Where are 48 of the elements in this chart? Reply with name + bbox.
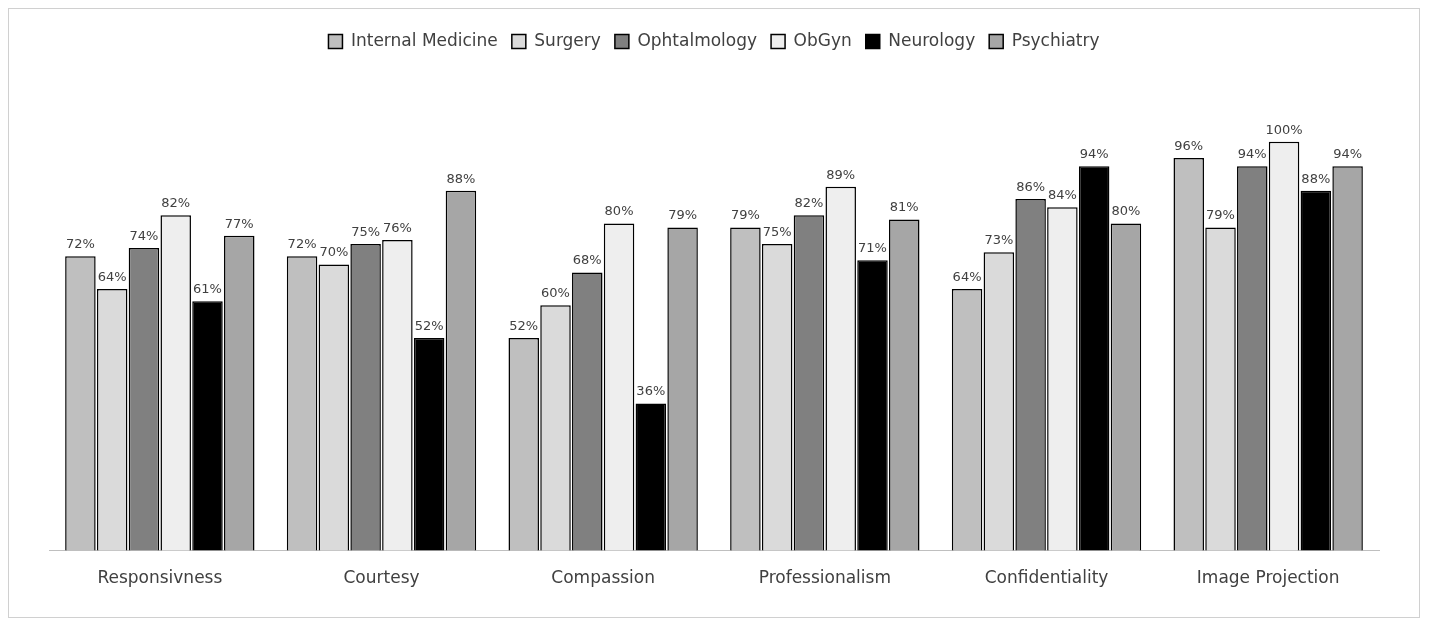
- data-label: 96%: [1174, 137, 1204, 153]
- legend-label: Neurology: [888, 29, 976, 50]
- x-tick-label: Professionalism: [758, 567, 891, 588]
- data-label: 79%: [730, 207, 760, 223]
- legend-label: Ophtalmology: [637, 29, 758, 50]
- data-label: 71%: [858, 240, 887, 256]
- data-label: 88%: [1301, 170, 1331, 186]
- data-label: 77%: [224, 215, 254, 231]
- data-label: 94%: [1237, 146, 1267, 162]
- x-tick-label: Responsivness: [97, 567, 223, 588]
- data-label: 61%: [193, 281, 222, 297]
- data-label: 80%: [604, 203, 634, 219]
- data-label: 82%: [161, 195, 191, 211]
- legend-label: Psychiatry: [1011, 29, 1100, 50]
- x-tick-label: Image Projection: [1196, 567, 1340, 588]
- data-label: 72%: [65, 236, 95, 252]
- data-label: 88%: [446, 170, 476, 186]
- data-label: 100%: [1265, 121, 1303, 137]
- data-label: 84%: [1047, 187, 1077, 203]
- data-label: 82%: [794, 195, 824, 211]
- data-label: 79%: [1206, 207, 1235, 223]
- x-tick-label: Courtesy: [343, 567, 420, 588]
- x-tick-label: Confidentiality: [984, 567, 1109, 588]
- x-tick-label: Compassion: [551, 567, 655, 588]
- data-label: 75%: [762, 223, 792, 239]
- data-label: 36%: [636, 383, 666, 399]
- data-label: 64%: [97, 268, 127, 284]
- data-label: 94%: [1079, 146, 1109, 162]
- data-label: 81%: [889, 199, 919, 215]
- data-label: 64%: [952, 268, 982, 284]
- data-label: 52%: [509, 317, 539, 333]
- data-label: 72%: [287, 236, 317, 252]
- data-label: 79%: [668, 207, 698, 223]
- data-label: 89%: [826, 166, 856, 182]
- data-label: 60%: [541, 285, 570, 301]
- data-label: 74%: [129, 227, 159, 243]
- data-label: 75%: [351, 223, 381, 239]
- legend-label: ObGyn: [793, 29, 852, 50]
- data-label: 70%: [319, 244, 349, 260]
- data-label: 80%: [1111, 203, 1141, 219]
- legend-label: Internal Medicine: [350, 29, 498, 50]
- data-label: 73%: [984, 232, 1014, 248]
- data-label: 86%: [1016, 178, 1046, 194]
- legend-label: Surgery: [534, 29, 601, 50]
- data-label: 94%: [1333, 146, 1363, 162]
- data-label: 52%: [414, 317, 444, 333]
- data-label: 76%: [382, 219, 412, 235]
- data-label: 68%: [572, 252, 602, 268]
